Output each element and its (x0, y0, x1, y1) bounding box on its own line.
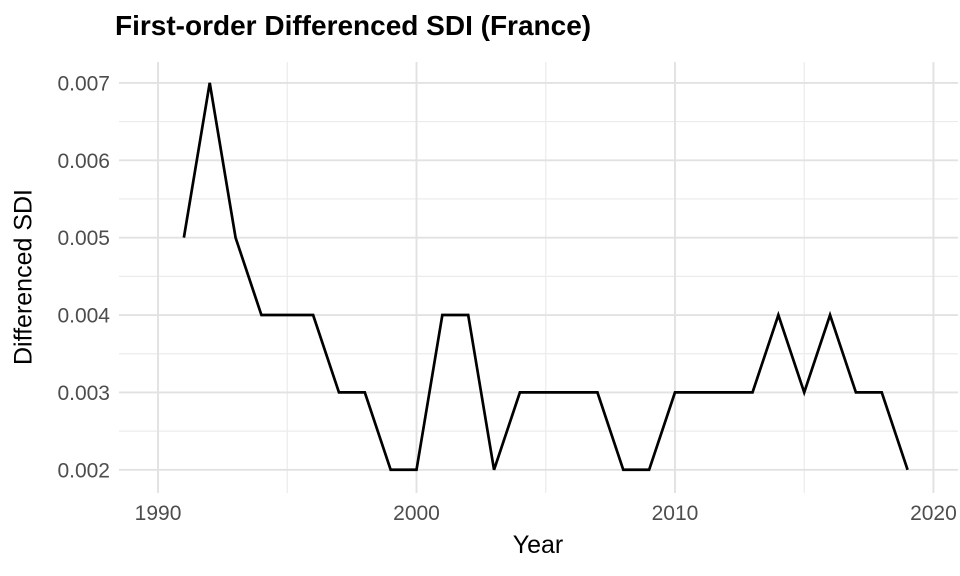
y-tick-label-0.005: 0.005 (57, 227, 110, 250)
y-tick-label-0.003: 0.003 (57, 382, 110, 405)
x-tick-label-2020: 2020 (910, 502, 957, 525)
x-tick-label-1990: 1990 (135, 502, 182, 525)
x-tick-label-2010: 2010 (652, 502, 699, 525)
x-tick-label-2000: 2000 (393, 502, 440, 525)
y-tick-label-0.002: 0.002 (57, 459, 110, 482)
y-tick-label-0.004: 0.004 (57, 305, 110, 328)
y-tick-label-0.006: 0.006 (57, 150, 110, 173)
y-tick-label-0.007: 0.007 (57, 72, 110, 95)
sdi-line-series (182, 82, 909, 472)
chart-title: First-order Differenced SDI (France) (115, 10, 592, 41)
y-axis-title: Differenced SDI (9, 188, 38, 366)
x-axis-title: Year (512, 531, 564, 559)
